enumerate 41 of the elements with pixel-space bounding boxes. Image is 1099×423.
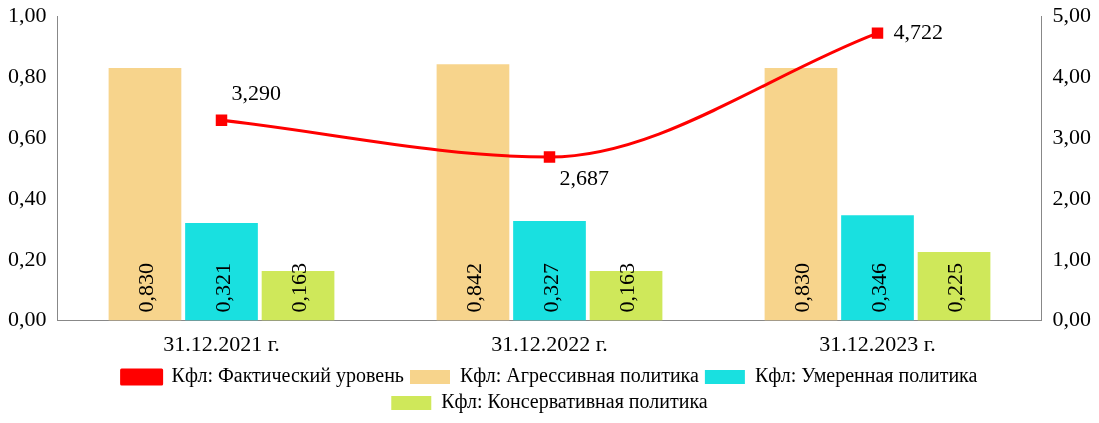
legend-label: Кфл: Умеренная политика — [754, 364, 978, 388]
y2-tick-label: 2,00 — [1052, 184, 1091, 210]
y-tick-label: 0,80 — [8, 62, 47, 88]
point — [215, 114, 228, 127]
legend-label: Кфл: Консервативная политика — [441, 390, 708, 414]
y-tick-label: 0,20 — [8, 245, 47, 271]
bar — [108, 67, 182, 321]
bar — [841, 215, 914, 321]
data-label: 2,687 — [559, 164, 609, 190]
y-tick-label: 0,60 — [8, 123, 47, 149]
legend-label: Кфл: Фактический уровень — [171, 364, 404, 388]
y2-tick-label: 3,00 — [1052, 123, 1091, 149]
y2-tick-label: 1,00 — [1052, 245, 1091, 271]
x-tick-label: 31.12.2021 г. — [163, 330, 280, 356]
bar — [185, 222, 258, 321]
legend-label: Кфл: Агрессивная политика — [459, 364, 700, 388]
x-tick-label: 31.12.2022 г. — [491, 330, 608, 356]
data-label: 0,842 — [460, 263, 486, 313]
point — [543, 151, 556, 163]
y2-tick-label: 4,00 — [1052, 62, 1091, 88]
y-tick-label: 1,00 — [8, 1, 47, 27]
y2-tick-label: 0,00 — [1052, 306, 1091, 332]
data-label: 0,830 — [788, 263, 814, 313]
data-label: 0,830 — [132, 263, 158, 313]
bar — [917, 252, 991, 321]
data-label: 0,327 — [537, 263, 563, 313]
data-label: 0,346 — [865, 263, 891, 313]
x-tick-label: 31.12.2023 г. — [819, 330, 936, 356]
data-label: 3,290 — [231, 80, 281, 106]
point — [871, 27, 884, 39]
data-label: 0,163 — [614, 263, 640, 313]
y-tick-label: 0,00 — [8, 306, 47, 332]
data-label: 0,225 — [942, 263, 968, 313]
bar — [764, 67, 838, 321]
y-tick-label: 0,40 — [8, 184, 47, 210]
data-label: 4,722 — [893, 18, 943, 44]
bar — [436, 64, 510, 321]
data-label: 0,163 — [286, 263, 312, 313]
y2-tick-label: 5,00 — [1052, 1, 1091, 27]
data-label: 0,321 — [209, 263, 235, 313]
bar — [513, 221, 586, 321]
